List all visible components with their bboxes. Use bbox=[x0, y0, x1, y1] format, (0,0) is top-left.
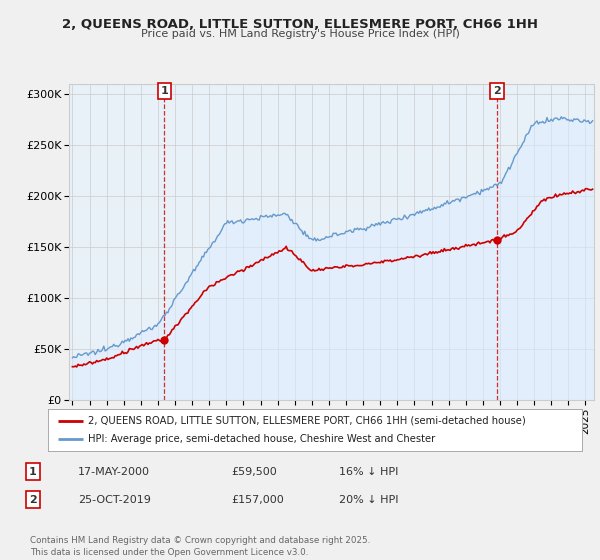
Text: HPI: Average price, semi-detached house, Cheshire West and Chester: HPI: Average price, semi-detached house,… bbox=[88, 435, 436, 445]
Text: 2, QUEENS ROAD, LITTLE SUTTON, ELLESMERE PORT, CH66 1HH (semi-detached house): 2, QUEENS ROAD, LITTLE SUTTON, ELLESMERE… bbox=[88, 416, 526, 426]
Text: 17-MAY-2000: 17-MAY-2000 bbox=[78, 466, 150, 477]
Text: 25-OCT-2019: 25-OCT-2019 bbox=[78, 494, 151, 505]
Text: 2, QUEENS ROAD, LITTLE SUTTON, ELLESMERE PORT, CH66 1HH: 2, QUEENS ROAD, LITTLE SUTTON, ELLESMERE… bbox=[62, 18, 538, 31]
Text: 2: 2 bbox=[493, 86, 501, 96]
Text: £59,500: £59,500 bbox=[231, 466, 277, 477]
Text: 1: 1 bbox=[29, 466, 37, 477]
Text: 2: 2 bbox=[29, 494, 37, 505]
Text: Price paid vs. HM Land Registry's House Price Index (HPI): Price paid vs. HM Land Registry's House … bbox=[140, 29, 460, 39]
Text: 16% ↓ HPI: 16% ↓ HPI bbox=[339, 466, 398, 477]
Text: 20% ↓ HPI: 20% ↓ HPI bbox=[339, 494, 398, 505]
Text: 1: 1 bbox=[161, 86, 168, 96]
Text: £157,000: £157,000 bbox=[231, 494, 284, 505]
Text: Contains HM Land Registry data © Crown copyright and database right 2025.
This d: Contains HM Land Registry data © Crown c… bbox=[30, 536, 370, 557]
